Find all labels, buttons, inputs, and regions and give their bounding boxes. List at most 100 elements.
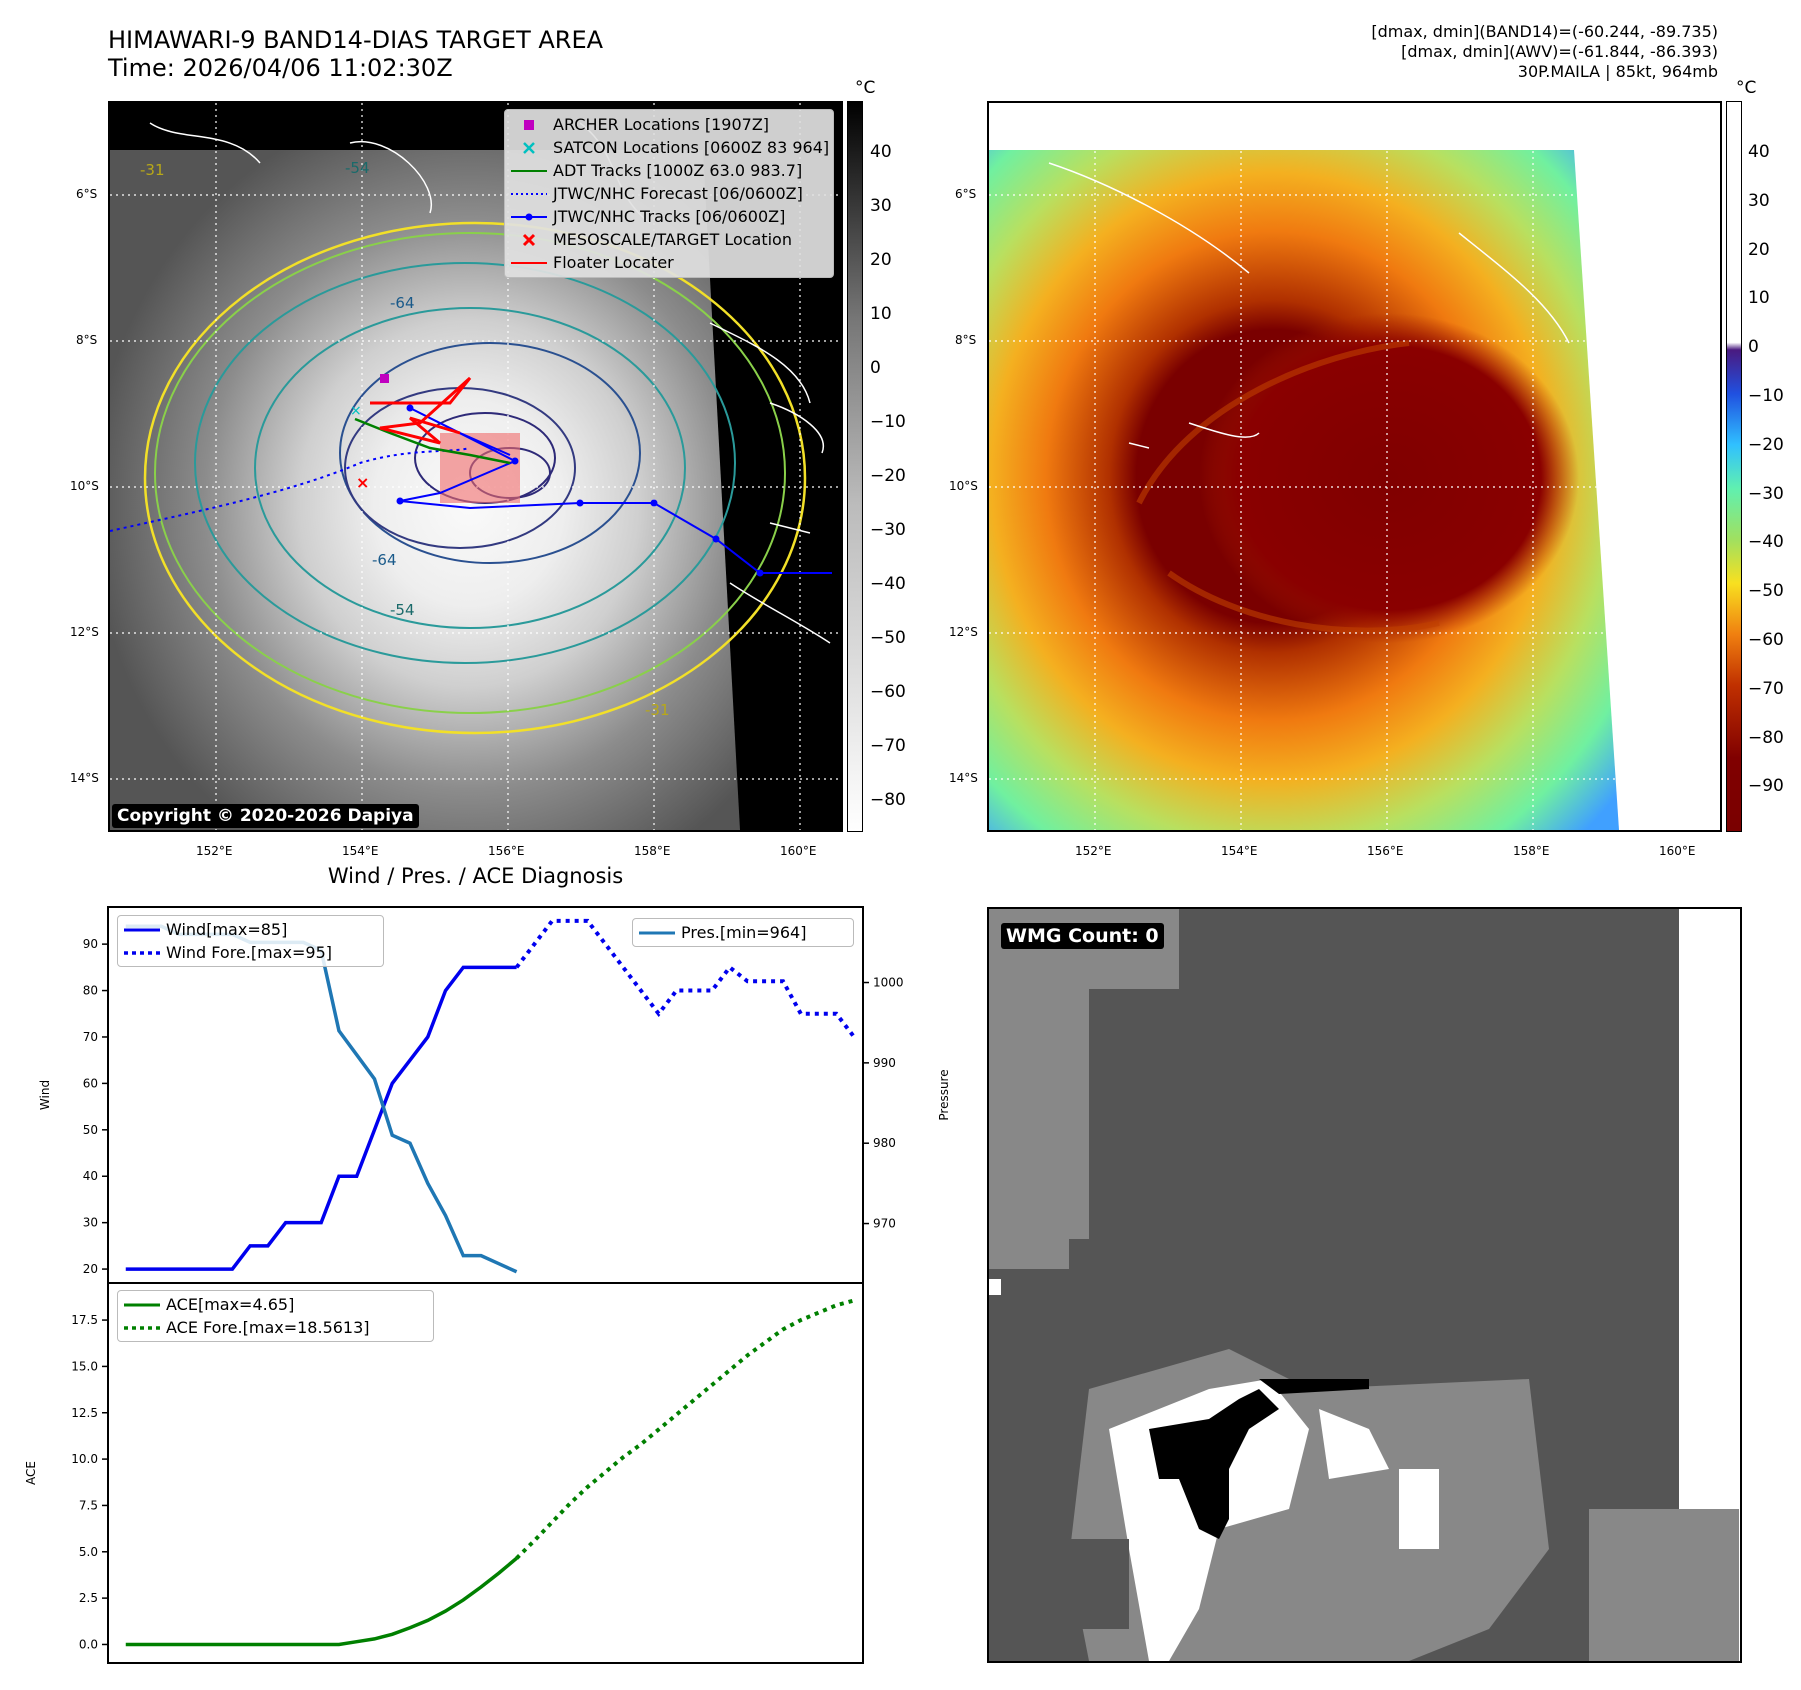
colorbar-tick: 40 [1748, 142, 1770, 162]
x-marker-icon [522, 233, 536, 246]
legend-entry-mesoscale: MESOSCALE/TARGET Location [505, 228, 833, 251]
awv-lat-tick: 8°S [955, 333, 977, 347]
title-line-2: Time: 2026/04/06 11:02:30Z [108, 54, 453, 82]
colorbar-tick: −20 [870, 466, 906, 486]
colorbar-tick: 20 [870, 250, 892, 270]
colorbar-tick: −50 [870, 628, 906, 648]
ir-lon-tick: 156°E [488, 844, 525, 858]
colorbar-tick: −30 [1748, 483, 1784, 504]
dotted-line-icon [124, 950, 160, 955]
colorbar-tick: −70 [870, 736, 906, 756]
awv-colorbar-unit: °C [1736, 78, 1757, 98]
ace-ytick-label: 10.0 [71, 1452, 98, 1466]
ace-ylabel: ACE [24, 1461, 38, 1485]
ir-lon-tick: 154°E [342, 844, 379, 858]
ir-lat-tick: 8°S [76, 333, 98, 347]
wmg-count-label: WMG Count: 0 [1001, 923, 1164, 949]
colorbar-tick: −10 [870, 412, 906, 432]
dotted-line-icon [124, 1325, 160, 1330]
ace-ytick-label: 0.0 [79, 1637, 98, 1651]
wmg-image [989, 909, 1739, 1661]
wind-ytick-label: 60 [83, 1076, 98, 1090]
ir-satellite-panel: × × -31 -54 -64 -64 -54 -31 ARCHER Locat… [108, 101, 843, 832]
legend-entry-archer: ARCHER Locations [1907Z] [505, 113, 833, 136]
wind-ytick-label: 80 [83, 984, 98, 998]
series-line-pres-min- [125, 924, 518, 1274]
awv-colorbar [1726, 101, 1742, 832]
x-marker-icon [523, 141, 535, 154]
svg-text:-54: -54 [345, 159, 370, 177]
ace-ytick-label: 7.5 [79, 1498, 98, 1512]
series-line-wind-max- [125, 965, 517, 1271]
awv-satellite-image [989, 103, 1720, 830]
ir-lat-tick: 6°S [76, 187, 98, 201]
diagnosis-title: Wind / Pres. / ACE Diagnosis [327, 864, 624, 888]
legend-entry-floater: Floater Locater [505, 251, 833, 274]
legend-entry-satcon: SATCON Locations [0600Z 83 964] [505, 136, 833, 159]
colorbar-tick: −20 [1748, 434, 1784, 455]
svg-text:-64: -64 [390, 294, 415, 312]
info-line-1: [dmax, dmin](BAND14)=(-60.244, -89.735) [1371, 22, 1718, 41]
square-marker-icon [524, 119, 534, 130]
colorbar-tick: −60 [870, 682, 906, 702]
wind-ylabel: Wind [38, 1080, 52, 1110]
ace-legend: ACE[max=4.65] ACE Fore.[max=18.5613] [117, 1290, 434, 1342]
wind-ytick-label: 90 [83, 937, 98, 951]
awv-lon-tick: 154°E [1221, 844, 1258, 858]
ir-lat-tick: 12°S [70, 625, 99, 639]
ir-legend: ARCHER Locations [1907Z] SATCON Location… [504, 109, 834, 278]
colorbar-tick: −50 [1748, 581, 1784, 602]
ace-ytick-label: 12.5 [71, 1406, 98, 1420]
series-line-ace-max- [125, 1556, 518, 1647]
ir-colorbar [847, 101, 863, 832]
colorbar-tick: 40 [870, 142, 892, 162]
ir-lat-tick: 14°S [70, 771, 99, 785]
colorbar-tick: −70 [1748, 678, 1784, 699]
ace-ytick-label: 15.0 [71, 1359, 98, 1373]
wind-legend: Wind[max=85] Wind Fore.[max=95] [117, 915, 384, 967]
line-marker-icon [511, 169, 547, 172]
colorbar-tick: 20 [1748, 239, 1770, 260]
pressure-legend: Pres.[min=964] [632, 918, 854, 947]
awv-lon-tick: 160°E [1659, 844, 1696, 858]
wind-ytick-label: 40 [83, 1169, 98, 1183]
colorbar-tick: −10 [1748, 386, 1784, 406]
colorbar-tick: 30 [870, 196, 892, 216]
info-text: [dmax, dmin](BAND14)=(-60.244, -89.735) … [1371, 22, 1718, 82]
copyright-label: Copyright © 2020-2026 Dapiya [112, 804, 419, 828]
awv-lon-tick: 158°E [1513, 844, 1550, 858]
colorbar-tick: −40 [1748, 532, 1784, 553]
colorbar-tick: −30 [870, 520, 906, 540]
awv-lat-tick: 10°S [949, 479, 978, 493]
legend-entry-ace: ACE[max=4.65] [118, 1293, 433, 1316]
info-line-3: 30P.MAILA | 85kt, 964mb [1517, 62, 1718, 81]
solid-line-icon [124, 928, 160, 931]
ir-satellite-image: × × -31 -54 -64 -64 -54 -31 [110, 103, 841, 830]
info-line-2: [dmax, dmin](AWV)=(-61.844, -86.393) [1401, 42, 1718, 61]
svg-text:×: × [356, 473, 369, 492]
line-dot-icon [511, 213, 547, 220]
ir-lon-tick: 152°E [196, 844, 233, 858]
colorbar-tick: −60 [1748, 630, 1784, 650]
awv-lon-tick: 156°E [1367, 844, 1404, 858]
awv-lat-tick: 6°S [955, 187, 977, 201]
awv-lon-tick: 152°E [1075, 844, 1112, 858]
pressure-ylabel: Pressure [937, 1069, 951, 1120]
wind-ytick-label: 50 [83, 1123, 98, 1137]
wind-ytick-label: 20 [83, 1262, 98, 1276]
legend-entry-ace-forecast: ACE Fore.[max=18.5613] [118, 1316, 433, 1339]
colorbar-tick: 10 [1748, 288, 1770, 309]
pressure-ytick-label: 990 [873, 1056, 896, 1070]
line-marker-icon [511, 261, 547, 264]
colorbar-tick: 30 [1748, 190, 1770, 211]
ir-lon-tick: 160°E [780, 844, 817, 858]
wmg-panel: WMG Count: 0 [987, 907, 1742, 1663]
ace-ytick-label: 17.5 [71, 1313, 98, 1327]
wind-ytick-label: 30 [83, 1216, 98, 1230]
ace-ytick-label: 5.0 [79, 1545, 98, 1559]
legend-entry-jtwc-tracks: JTWC/NHC Tracks [06/0600Z] [505, 205, 833, 228]
colorbar-tick: 10 [870, 304, 892, 324]
svg-text:-31: -31 [645, 701, 670, 719]
wind-ytick-label: 70 [83, 1030, 98, 1044]
awv-satellite-panel [987, 101, 1722, 832]
